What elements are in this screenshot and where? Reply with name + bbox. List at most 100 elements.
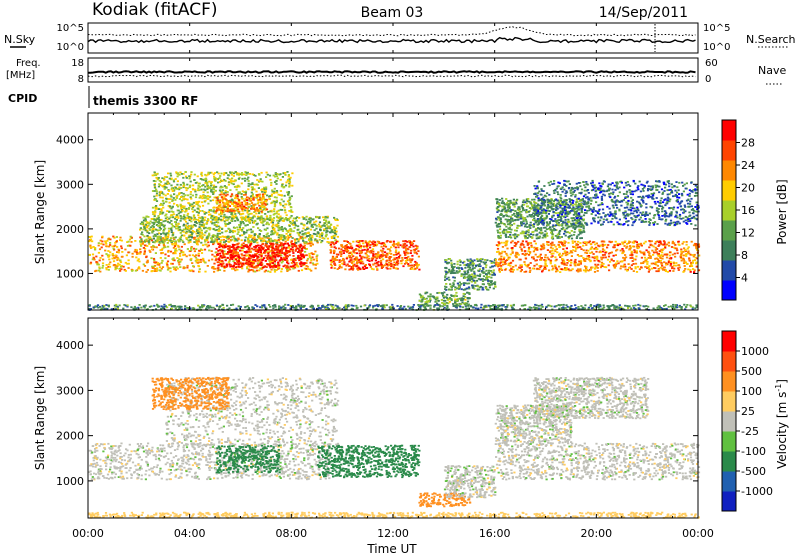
data-cell [624, 241, 626, 243]
data-cell [319, 236, 321, 238]
data-cell [149, 236, 151, 238]
data-cell [183, 196, 185, 198]
data-cell [230, 213, 232, 215]
data-cell [233, 205, 235, 207]
data-cell [267, 174, 269, 176]
data-cell [674, 244, 676, 246]
data-cell [248, 261, 250, 263]
data-cell [261, 238, 263, 240]
data-cell [154, 215, 156, 217]
data-cell [191, 225, 193, 227]
data-cell [227, 251, 229, 253]
data-cell [542, 243, 544, 245]
data-cell [271, 226, 273, 228]
data-cell [409, 246, 411, 248]
data-cell [106, 264, 108, 266]
data-cell [463, 295, 465, 297]
data-cell [678, 269, 680, 271]
data-cell [183, 224, 185, 226]
data-cell [242, 190, 244, 192]
data-cell [287, 263, 289, 265]
data-cell [189, 178, 191, 180]
data-cell [200, 261, 202, 263]
data-cell [173, 189, 175, 191]
data-cell [448, 279, 450, 281]
data-cell [648, 271, 650, 273]
data-cell [506, 248, 508, 250]
data-cell [256, 179, 258, 181]
data-cell [484, 259, 486, 261]
data-cell [601, 259, 603, 261]
data-cell [299, 257, 301, 259]
data-cell [183, 231, 185, 233]
data-cell [506, 242, 508, 244]
data-cell [212, 191, 214, 193]
data-cell [670, 263, 672, 265]
data-cell [247, 218, 249, 220]
data-cell [300, 263, 302, 265]
data-cell [410, 261, 412, 263]
data-cell [237, 229, 239, 231]
data-cell [412, 246, 414, 248]
data-cell [241, 183, 243, 185]
data-cell [225, 225, 227, 227]
data-cell [166, 176, 168, 178]
data-cell [548, 269, 550, 271]
data-cell [298, 270, 300, 272]
data-cell [587, 270, 589, 272]
data-cell [129, 239, 131, 241]
data-cell [238, 201, 240, 203]
data-cell [169, 271, 171, 273]
data-cell [204, 213, 206, 215]
data-cell [187, 223, 189, 225]
data-cell [295, 242, 297, 244]
data-cell [229, 205, 231, 207]
data-cell [287, 239, 289, 241]
data-cell [386, 254, 388, 256]
data-cell [262, 224, 264, 226]
data-cell [262, 196, 264, 198]
data-cell [283, 257, 285, 259]
data-cell [304, 229, 306, 231]
data-cell [187, 187, 189, 189]
data-cell [194, 174, 196, 176]
data-cell [458, 268, 460, 270]
data-cell [451, 264, 453, 266]
data-cell [232, 246, 234, 248]
data-cell [177, 223, 179, 225]
data-cell [303, 225, 305, 227]
data-cell [101, 255, 103, 257]
data-cell [164, 257, 166, 259]
data-cell [669, 270, 671, 272]
data-cell [302, 233, 304, 235]
data-cell [273, 192, 275, 194]
data-cell [461, 302, 463, 304]
data-cell [203, 224, 205, 226]
data-cell [264, 203, 266, 205]
data-cell [256, 194, 258, 196]
data-cell [373, 268, 375, 270]
data-cell [324, 222, 326, 224]
data-cell [385, 256, 387, 258]
data-cell [674, 253, 676, 255]
data-cell [243, 233, 245, 235]
data-cell [265, 200, 267, 202]
data-cell [387, 248, 389, 250]
data-cell [210, 217, 212, 219]
data-cell [211, 181, 213, 183]
data-cell [661, 263, 663, 265]
data-cell [331, 241, 333, 243]
data-cell [227, 174, 229, 176]
data-cell [529, 271, 531, 273]
data-cell [165, 195, 167, 197]
data-cell [343, 240, 345, 242]
data-cell [248, 180, 250, 182]
data-cell [377, 251, 379, 253]
data-cell [570, 262, 572, 264]
data-cell [197, 214, 199, 216]
data-cell [146, 256, 148, 258]
data-cell [238, 260, 240, 262]
data-cell [525, 258, 527, 260]
data-cell [176, 214, 178, 216]
data-cell [296, 238, 298, 240]
